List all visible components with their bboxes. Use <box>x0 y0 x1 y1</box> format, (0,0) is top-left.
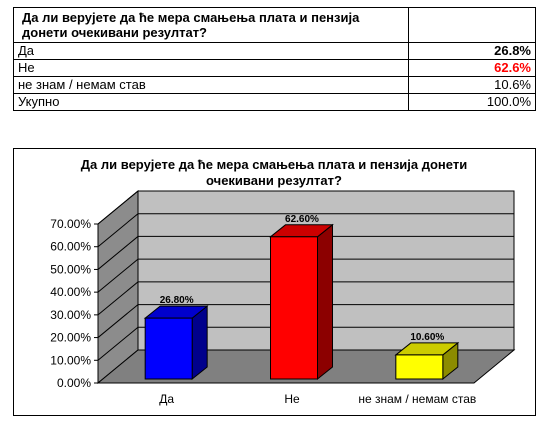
table-row: Укупно 100.0% <box>13 93 536 111</box>
summary-table: Да ли верујете да ће мера смањења плата … <box>13 7 536 111</box>
gridline <box>97 304 514 338</box>
row-value: 10.6% <box>408 76 536 94</box>
chart-title: Да ли верујете да ће мера смањења плата … <box>80 157 468 188</box>
row-label: Не <box>13 59 409 77</box>
y-tick-label: 10.00% <box>50 353 91 367</box>
gridline <box>97 235 514 270</box>
bar <box>395 354 444 380</box>
row-value: 26.8% <box>408 42 536 60</box>
bar-chart: 0.00% 10.00% 20.00% 30.00% 40.00% 50.00% 60.00… <box>50 189 516 406</box>
table-header-row: Да ли верујете да ће мера смањења плата … <box>13 7 536 43</box>
y-tick-label: 60.00% <box>50 240 91 254</box>
row-label: Укупно <box>13 93 409 111</box>
gridline <box>97 281 514 316</box>
data-label: 10.60% <box>410 332 444 343</box>
row-label: Да <box>13 42 409 60</box>
bar <box>144 317 193 380</box>
row-label: не знам / немам став <box>13 76 409 94</box>
bar-side <box>191 305 208 381</box>
table-row: Да 26.8% <box>13 42 536 60</box>
chart-frame: 0.00% 10.00% 20.00% 30.00% 40.00% 50.00% 60.00… <box>13 148 536 416</box>
bar <box>270 236 318 380</box>
gridline <box>97 258 514 293</box>
table-row: Не 62.6% <box>13 59 536 77</box>
table-row: не знам / немам став 10.6% <box>13 76 536 94</box>
data-label: 62.60% <box>285 214 319 225</box>
row-value: 100.0% <box>408 93 536 111</box>
y-tick-label: 20.00% <box>50 331 91 345</box>
gridline <box>97 213 514 248</box>
bar-side <box>317 223 333 381</box>
y-tick-label: 0.00% <box>57 376 91 390</box>
y-tick-label: 70.00% <box>50 217 91 231</box>
data-label: 26.80% <box>160 295 194 306</box>
gridline <box>97 326 514 361</box>
y-tick-label: 50.00% <box>50 262 91 276</box>
table-question: Да ли верујете да ће мера смањења плата … <box>13 7 409 43</box>
table-header-value <box>408 7 536 43</box>
gridline <box>97 190 514 225</box>
x-tick-label: не знам / немам став <box>358 392 476 406</box>
y-tick-label: 30.00% <box>50 308 91 322</box>
row-value: 62.6% <box>408 59 536 77</box>
y-tick-label: 40.00% <box>50 285 91 299</box>
x-tick-label: Не <box>284 392 300 406</box>
x-tick-label: Да <box>159 392 174 406</box>
